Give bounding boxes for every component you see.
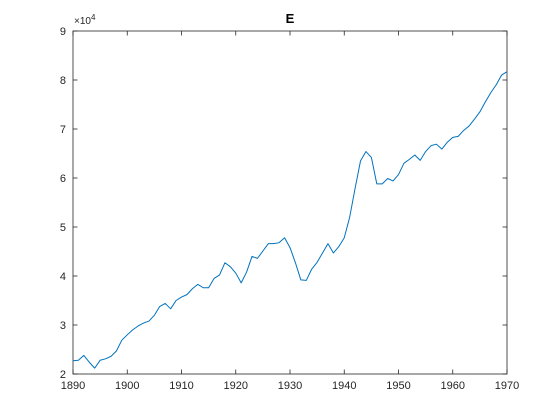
series-line: [72, 71, 508, 369]
y-tick-label: 5: [60, 222, 66, 234]
y-tick-label: 4: [60, 271, 66, 283]
x-tick-label: 1930: [278, 380, 302, 392]
x-axis: 1890 1900 1910 1920 1930 1940 1950 1960 1970: [61, 31, 519, 392]
y-tick-label: 2: [60, 369, 66, 381]
x-tick-label: 1910: [169, 380, 193, 392]
x-tick-label: 1940: [332, 380, 356, 392]
series-layer: [72, 71, 508, 369]
x-tick-label: 1960: [441, 380, 465, 392]
x-tick-label: 1970: [495, 380, 519, 392]
y-axis-exponent-label: ×104: [74, 13, 96, 27]
x-tick-label: 1900: [115, 380, 139, 392]
y-axis-exponent-power: 4: [91, 13, 96, 22]
chart-title: E: [286, 11, 295, 26]
y-tick-label: 9: [60, 26, 66, 38]
y-tick-label: 8: [60, 75, 66, 87]
y-axis-exponent-base: ×10: [74, 16, 91, 27]
y-axis: 2 3 4 5 6 7 8 9: [60, 26, 507, 381]
y-tick-label: 6: [60, 173, 66, 185]
y-tick-label: 3: [60, 320, 66, 332]
y-tick-label: 7: [60, 124, 66, 136]
x-tick-label: 1890: [61, 380, 85, 392]
x-tick-label: 1920: [224, 380, 248, 392]
x-tick-label: 1950: [386, 380, 410, 392]
